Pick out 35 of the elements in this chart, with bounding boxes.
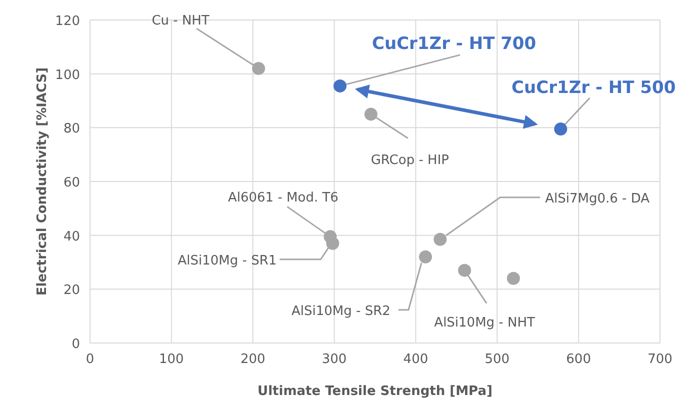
y-tick-label: 60: [63, 176, 80, 190]
y-axis-title: Electrical Conductivity [%IACS]: [35, 67, 50, 296]
annotation: AlSi10Mg - NHT: [434, 315, 536, 330]
point: [506, 272, 520, 285]
y-tick-label: 40: [63, 229, 80, 244]
annotation: CuCr1Zr - HT 700: [372, 34, 536, 54]
point: [418, 250, 432, 264]
y-tick-label: 100: [55, 68, 80, 83]
annotation: AlSi10Mg - SR1: [178, 253, 277, 268]
x-tick-label: 200: [240, 352, 266, 367]
x-tick-label: 700: [648, 352, 672, 367]
point: [554, 122, 568, 136]
annotation: Al6061 - Mod. T6: [228, 190, 338, 206]
annotation: GRCop - HIP: [370, 153, 450, 168]
annotation: Cu - NHT: [152, 13, 210, 28]
point: [333, 79, 346, 92]
annotation: AlSi7Mg0.6 - DA: [545, 191, 650, 206]
x-axis-title: Ultimate Tensile Strength [MPa]: [258, 384, 492, 399]
annotation: AlSi10Mg - SR2: [291, 304, 390, 319]
y-tick-label: 80: [63, 122, 80, 137]
x-tick-label: 500: [484, 352, 510, 367]
x-tick-label: 300: [322, 352, 347, 367]
annotation: CuCr1Zr - HT 500: [512, 78, 676, 98]
y-tick-label: 0: [72, 337, 80, 352]
x-tick-label: 0: [86, 352, 94, 367]
point: [364, 108, 378, 121]
point: [434, 232, 447, 246]
point: [458, 264, 472, 277]
y-tick-label: 20: [63, 283, 80, 298]
x-tick-label: 100: [159, 352, 184, 367]
x-tick-label: 400: [403, 352, 428, 367]
y-tick-label: 120: [55, 14, 80, 29]
point: [252, 62, 266, 75]
point: [326, 236, 340, 250]
x-tick-label: 600: [566, 352, 591, 367]
